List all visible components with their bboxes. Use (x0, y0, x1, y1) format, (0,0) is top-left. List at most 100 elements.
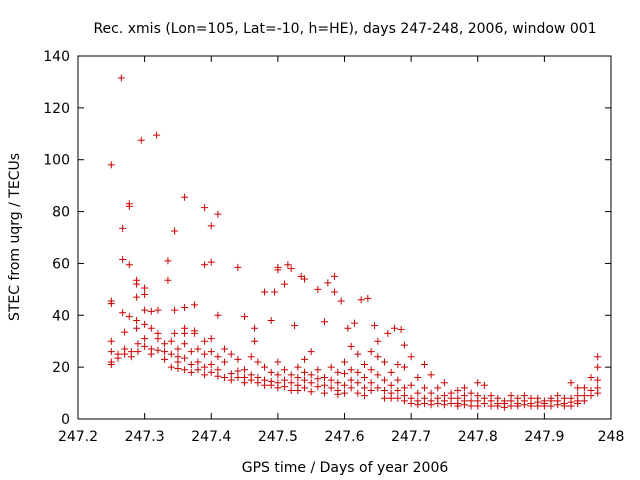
data-point (594, 353, 602, 361)
data-point (274, 371, 282, 379)
data-point (347, 366, 355, 374)
data-point (171, 329, 179, 337)
data-point (341, 389, 348, 397)
data-point (474, 379, 482, 387)
data-point (141, 291, 149, 299)
data-point (191, 301, 199, 309)
data-point (247, 353, 255, 361)
data-point (181, 304, 189, 312)
data-point (119, 309, 127, 317)
data-point (261, 363, 269, 371)
data-point (474, 402, 482, 410)
data-point (334, 390, 342, 398)
data-point (154, 335, 162, 343)
data-point (334, 379, 342, 387)
data-point (321, 374, 329, 382)
x-tick-label: 247.8 (458, 429, 498, 445)
data-point (301, 275, 309, 283)
data-point (234, 374, 242, 382)
data-point (414, 374, 422, 382)
data-point (334, 368, 342, 376)
data-point (133, 324, 141, 332)
data-point (254, 358, 262, 366)
data-point (321, 318, 329, 326)
data-point (480, 381, 488, 389)
data-point (321, 389, 329, 397)
data-point (387, 381, 395, 389)
x-tick-label: 248 (598, 429, 625, 445)
data-point (301, 368, 309, 376)
data-point (387, 394, 395, 402)
data-point (354, 350, 362, 358)
data-point (167, 363, 175, 371)
data-point (281, 280, 289, 288)
data-point (480, 399, 488, 407)
data-point (434, 384, 442, 392)
data-point (287, 386, 295, 394)
data-point (191, 329, 199, 337)
data-point (347, 342, 355, 350)
data-point (214, 210, 222, 218)
data-point (267, 368, 275, 376)
x-axis: 247.2 247.3 247.4 247.5 247.6 247.7 247.8 247.9… (58, 56, 624, 445)
data-point (171, 227, 179, 235)
data-point (420, 384, 428, 392)
x-tick-label: 247.2 (58, 429, 98, 445)
y-tick-label: 60 (52, 256, 70, 272)
data-point (221, 358, 229, 366)
data-point (194, 366, 202, 374)
data-point (134, 348, 142, 356)
data-point (261, 288, 269, 296)
data-point (261, 381, 269, 389)
data-point (161, 348, 169, 356)
data-point (254, 379, 262, 387)
data-point (174, 358, 182, 366)
data-point (487, 402, 495, 410)
data-point (367, 366, 375, 374)
data-point (380, 358, 388, 366)
data-point (347, 376, 355, 384)
data-point (241, 313, 249, 321)
data-point (125, 313, 133, 321)
data-point (117, 74, 125, 82)
data-point (357, 296, 365, 304)
data-point (321, 381, 329, 389)
data-point (207, 222, 215, 230)
data-point (287, 379, 295, 387)
data-point (331, 288, 339, 296)
data-point (187, 361, 195, 369)
chart-title: Rec. xmis (Lon=105, Lat=-10, h=HE), days… (93, 21, 596, 37)
data-point (201, 363, 209, 371)
data-point (454, 402, 462, 410)
data-point (460, 384, 468, 392)
data-point (281, 366, 289, 374)
data-point (567, 379, 575, 387)
data-point (125, 261, 133, 269)
data-point (201, 350, 209, 358)
data-point (354, 368, 362, 376)
data-point (427, 401, 435, 409)
data-point (214, 353, 222, 361)
data-point (360, 384, 368, 392)
x-tick-label: 247.7 (391, 429, 431, 445)
data-point (507, 402, 515, 410)
data-point (594, 363, 602, 371)
data-point (114, 354, 122, 362)
x-tick-label: 247.9 (524, 429, 564, 445)
data-point (327, 384, 335, 392)
data-point (500, 403, 508, 411)
data-point (154, 306, 162, 314)
data-point (107, 337, 115, 345)
data-point (221, 345, 229, 353)
data-point (107, 361, 115, 369)
data-point (141, 320, 149, 328)
y-axis-title: STEC from uqrg / TECUs (7, 153, 23, 321)
data-point (400, 341, 408, 349)
data-point (407, 353, 415, 361)
data-point (294, 363, 302, 371)
data-point (133, 316, 141, 324)
data-point (314, 383, 322, 391)
data-point (207, 368, 215, 376)
data-point (174, 364, 182, 372)
